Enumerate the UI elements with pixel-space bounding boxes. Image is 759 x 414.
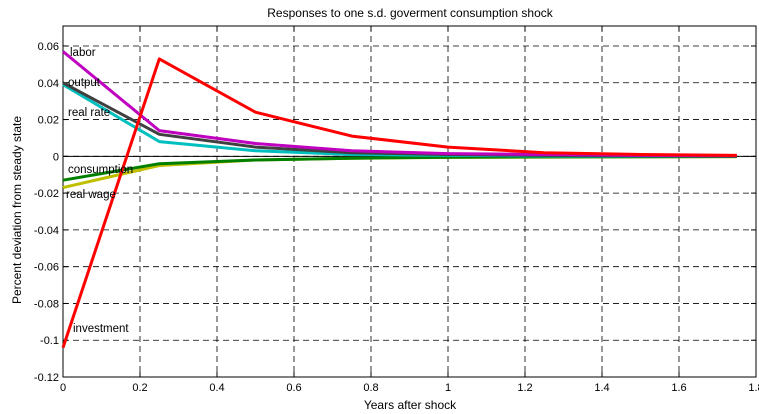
y-tick-label: -0.02 — [34, 188, 59, 200]
series-label-investment: investment — [73, 323, 129, 335]
x-tick-label: 0.8 — [363, 382, 378, 394]
y-tick-label: -0.12 — [34, 372, 59, 384]
y-tick-label: 0.06 — [38, 41, 59, 53]
series-line-consumption — [62, 155, 737, 182]
x-axis-title: Years after shock — [364, 398, 457, 412]
x-tick-label: 0.6 — [286, 382, 301, 394]
x-tick-label: 1 — [445, 382, 451, 394]
series-line-real-wage — [62, 155, 737, 190]
y-tick-label: -0.08 — [34, 298, 59, 310]
series — [61, 50, 737, 349]
series-line-investment — [61, 57, 737, 349]
chart-title: Responses to one s.d. goverment consumpt… — [267, 6, 553, 20]
y-tick-label: -0.04 — [34, 225, 59, 237]
series-labels: investment labor output real rate consumptio… — [66, 47, 133, 335]
x-tick-label: 1.6 — [671, 382, 686, 394]
series-label-output: output — [68, 77, 101, 89]
y-tick-label: -0.1 — [40, 335, 59, 347]
y-tick-label: -0.06 — [34, 262, 59, 274]
series-line-real-rate — [62, 83, 737, 158]
x-tick-label: 0.4 — [209, 382, 224, 394]
ticks: 0 0.2 0.4 0.6 0.8 1 1.2 1.4 1.6 1.8 -0.12 -0.1 -0.08… — [34, 26, 759, 394]
series-label-consumption: consumption — [68, 164, 133, 176]
y-tick-label: 0 — [53, 151, 59, 163]
y-axis-title: Percent deviation from steady state — [10, 116, 24, 304]
plot-frame — [62, 25, 757, 378]
series-label-real-rate: real rate — [68, 107, 110, 119]
x-tick-label: 1.2 — [517, 382, 532, 394]
series-label-real-wage: real wage — [66, 189, 116, 201]
series-label-labor: labor — [70, 47, 96, 59]
x-tick-label: 0 — [60, 382, 66, 394]
x-tick-label: 1.4 — [594, 382, 609, 394]
y-tick-label: 0.02 — [38, 115, 59, 127]
x-tick-label: 1.8 — [748, 382, 759, 394]
x-tick-label: 0.2 — [132, 382, 147, 394]
y-tick-label: 0.04 — [38, 78, 59, 90]
grid — [63, 26, 756, 377]
